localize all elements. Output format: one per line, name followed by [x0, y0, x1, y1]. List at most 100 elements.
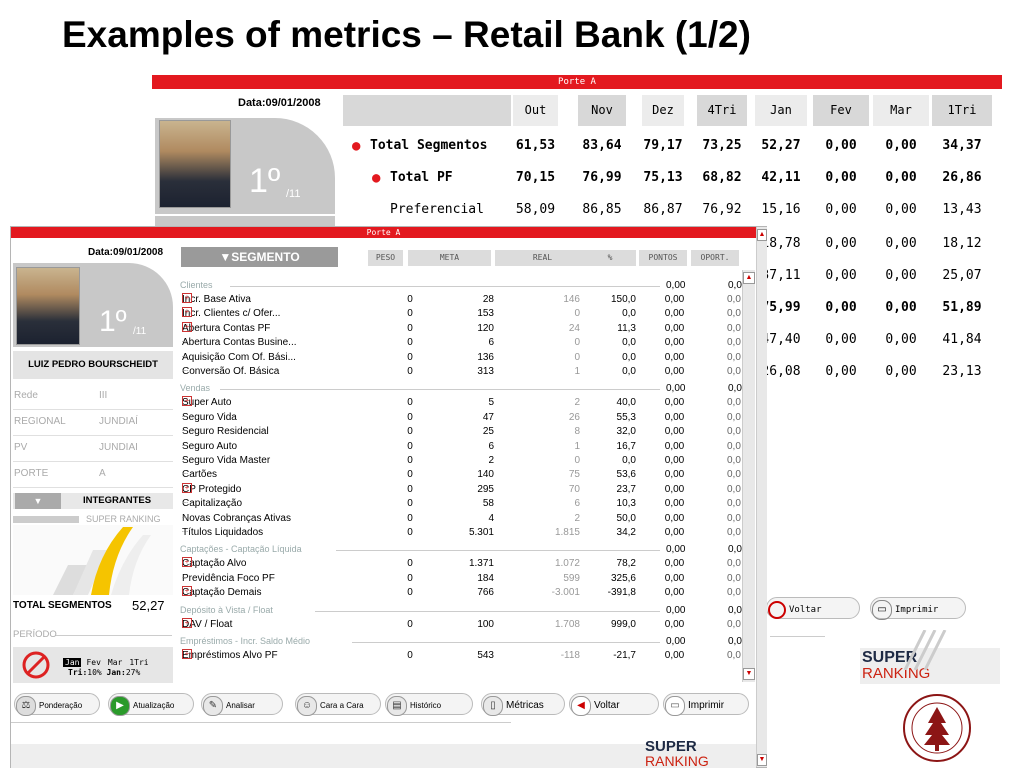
- back-avatar: [159, 120, 231, 208]
- table-row[interactable]: ┈ Capitalização 0 58 6 10,3 0,00 0,0: [182, 497, 742, 511]
- back-rank: 1º: [249, 162, 281, 200]
- cell-pct: 78,2: [616, 558, 636, 570]
- table-row[interactable]: + Incr. Clientes c/ Ofer... 0 153 0 0,0 0,00 0,…: [182, 307, 742, 321]
- expand-plus-icon[interactable]: +: [182, 307, 192, 318]
- table-row[interactable]: ┈ Seguro Auto 0 6 1 16,7 0,00 0,0: [182, 440, 742, 454]
- voltar-button[interactable]: ◀ Voltar: [569, 693, 659, 717]
- cell-pontos: 0,00: [664, 411, 685, 423]
- table-row[interactable]: + Empréstimos Alvo PF 0 543 -118 -21,7 0,00 0,0: [182, 649, 742, 663]
- tree-branch-icon: ┈: [182, 455, 189, 466]
- super-ranking-label: SUPER RANKING: [86, 514, 161, 524]
- cell-meta: 153: [477, 308, 494, 320]
- cell-real: 0: [574, 308, 580, 320]
- table-row[interactable]: + Super Auto 0 5 2 40,0 0,00 0,0: [182, 396, 742, 410]
- table-row[interactable]: ┈ Novas Cobranças Ativas 0 4 2 50,0 0,00 0,0: [182, 512, 742, 526]
- back-voltar-button[interactable]: Voltar: [766, 597, 860, 620]
- table-row[interactable]: ┈ Cartões 0 140 75 53,6 0,00 0,0: [182, 468, 742, 482]
- cell-meta: 295: [477, 483, 494, 495]
- column-header[interactable]: META: [408, 250, 491, 266]
- cell-real: 8: [574, 426, 580, 438]
- expand-plus-icon[interactable]: +: [182, 617, 192, 628]
- section-pontos: 0,00: [666, 383, 686, 395]
- atualizacao-button[interactable]: ▶ Atualização: [108, 693, 194, 717]
- imprimir-button[interactable]: ▭ Imprimir: [663, 693, 749, 717]
- cell-pct: 16,7: [616, 440, 636, 452]
- back-cell: 23,13: [942, 364, 982, 379]
- table-row[interactable]: ┈ Abertura Contas Busine... 0 6 0 0,0 0,00 0,0: [182, 336, 742, 350]
- back-cell: 51,89: [942, 300, 982, 315]
- historico-label: Histórico: [410, 701, 442, 710]
- period-summary: Tri:10% Jan:27%: [68, 668, 140, 677]
- column-header[interactable]: PONTOS: [639, 250, 687, 266]
- info-label: REGIONAL: [14, 416, 66, 427]
- table-row[interactable]: + CP Protegido 0 295 70 23,7 0,00 0,0: [182, 482, 742, 497]
- info-value: JUNDIAI: [99, 442, 138, 453]
- period-tab[interactable]: 1Tri: [129, 658, 149, 667]
- back-imprimir-label: Imprimir: [895, 605, 939, 615]
- row-label: Empréstimos Alvo PF: [182, 650, 278, 661]
- tree-branch-icon: ┈: [182, 337, 189, 349]
- period-tab[interactable]: Fev: [86, 658, 101, 667]
- analisar-button[interactable]: ✎ Analisar: [201, 693, 283, 717]
- cell-pct: 999,0: [610, 618, 636, 630]
- cell-peso: 0: [407, 527, 413, 538]
- back-cell: 70,15: [515, 170, 556, 185]
- section-pontos: 0,00: [666, 604, 686, 616]
- integrantes-toggle[interactable]: ▼ INTEGRANTES: [13, 493, 173, 509]
- row-label-cell: ┈ Seguro Residencial: [182, 425, 269, 439]
- expand-plus-icon[interactable]: +: [182, 293, 192, 303]
- cell-oport: 0,0: [727, 650, 741, 661]
- table-scrollbar[interactable]: ▲ ▼: [742, 270, 755, 682]
- period-tab[interactable]: Mar: [107, 658, 123, 667]
- window-scroll-up-icon[interactable]: ▲: [757, 229, 767, 241]
- scroll-up-icon[interactable]: ▲: [743, 272, 755, 284]
- cell-oport: 0,0: [727, 440, 741, 452]
- historico-button[interactable]: ▤ Histórico: [385, 693, 473, 717]
- column-header[interactable]: %: [584, 250, 636, 266]
- row-label-cell: + Incr. Clientes c/ Ofer...: [182, 307, 280, 321]
- super-ranking-bar: [13, 516, 79, 523]
- table-row[interactable]: + Captação Alvo 0 1.371 1.072 78,2 0,00 0,0: [182, 557, 742, 571]
- scroll-down-icon[interactable]: ▼: [743, 668, 755, 680]
- expand-plus-icon[interactable]: +: [182, 649, 192, 659]
- segmento-tab[interactable]: ▼SEGMENTO: [181, 247, 338, 267]
- cell-pontos: 0,00: [664, 322, 685, 334]
- column-header[interactable]: PESO: [368, 250, 403, 266]
- table-row[interactable]: ┈ Previdência Foco PF 0 184 599 325,6 0,00 0,0: [182, 572, 742, 586]
- ponderacao-button[interactable]: ⚖ Ponderação: [14, 693, 100, 717]
- back-logo-bg: [860, 648, 1000, 684]
- total-segmentos-value: 52,27: [132, 598, 165, 613]
- table-row[interactable]: ┈ Títulos Liquidados 0 5.301 1.815 34,2 0,00 0,…: [182, 526, 742, 540]
- expand-plus-icon[interactable]: +: [182, 557, 192, 568]
- table-row[interactable]: ┈ Seguro Residencial 0 25 8 32,0 0,00 0,0: [182, 425, 742, 439]
- table-row[interactable]: ┈ Conversão Of. Básica 0 313 1 0,0 0,00 0,0: [182, 365, 742, 379]
- table-row[interactable]: ┈ Seguro Vida Master 0 2 0 0,0 0,00 0,0: [182, 454, 742, 468]
- cell-oport: 0,0: [727, 294, 741, 305]
- table-row[interactable]: + Abertura Contas PF 0 120 24 11,3 0,00 0,0: [182, 321, 742, 336]
- column-header[interactable]: OPORT.: [691, 250, 739, 266]
- atualizacao-label: Atualização: [133, 701, 175, 710]
- table-row[interactable]: + Incr. Base Ativa 0 28 146 150,0 0,00 0,0: [182, 293, 742, 307]
- row-label: Títulos Liquidados: [182, 527, 264, 538]
- table-row[interactable]: ┈ Seguro Vida 0 47 26 55,3 0,00 0,0: [182, 411, 742, 425]
- row-label-cell: ┈ Seguro Auto: [182, 440, 237, 454]
- window-scroll-down-icon[interactable]: ▼: [757, 754, 767, 766]
- expand-plus-icon[interactable]: +: [182, 482, 192, 493]
- period-tab[interactable]: Jan: [63, 658, 82, 667]
- table-row[interactable]: + Captação Demais 0 766 -3.001 -391,8 0,00 0,0: [182, 586, 742, 600]
- column-header[interactable]: REAL: [495, 250, 590, 266]
- analisar-icon: ✎: [203, 696, 223, 717]
- table-row[interactable]: + DAV / Float 0 100 1.708 999,0 0,00 0,0: [182, 617, 742, 632]
- info-value: JUNDIAÍ: [99, 416, 138, 427]
- metricas-button[interactable]: ▯ Métricas: [481, 693, 565, 717]
- cell-oport: 0,0: [727, 618, 741, 630]
- back-cell: 73,25: [702, 138, 742, 153]
- window-scrollbar[interactable]: ▲ ▼: [756, 227, 767, 767]
- expand-plus-icon[interactable]: +: [182, 396, 192, 407]
- back-imprimir-button[interactable]: ▭ Imprimir: [870, 597, 966, 621]
- expand-plus-icon[interactable]: +: [182, 586, 192, 597]
- cara-a-cara-icon: ☺: [297, 696, 317, 717]
- cara-a-cara-button[interactable]: ☺ Cara a Cara: [295, 693, 381, 717]
- expand-plus-icon[interactable]: +: [182, 321, 192, 332]
- table-row[interactable]: ┈ Aquisição Com Of. Bási... 0 136 0 0,0 0,00 0,…: [182, 351, 742, 365]
